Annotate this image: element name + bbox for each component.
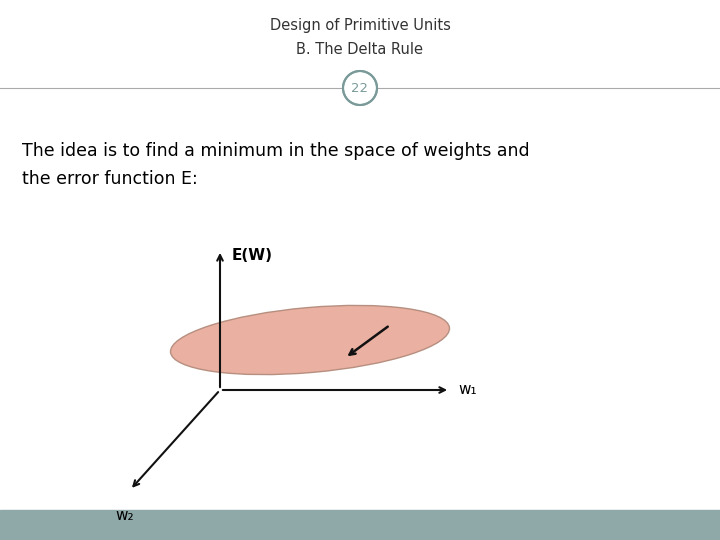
Circle shape — [343, 71, 377, 105]
Bar — [0, 510, 720, 540]
Text: B. The Delta Rule: B. The Delta Rule — [297, 42, 423, 57]
Text: Design of Primitive Units: Design of Primitive Units — [269, 18, 451, 33]
Text: w₁: w₁ — [458, 382, 477, 397]
Text: The idea is to find a minimum in the space of weights and: The idea is to find a minimum in the spa… — [22, 142, 530, 160]
Text: the error function E:: the error function E: — [22, 170, 198, 188]
Ellipse shape — [171, 306, 449, 375]
Text: E(W): E(W) — [232, 247, 273, 262]
Text: 22: 22 — [351, 82, 369, 94]
Text: w₂: w₂ — [116, 508, 135, 523]
